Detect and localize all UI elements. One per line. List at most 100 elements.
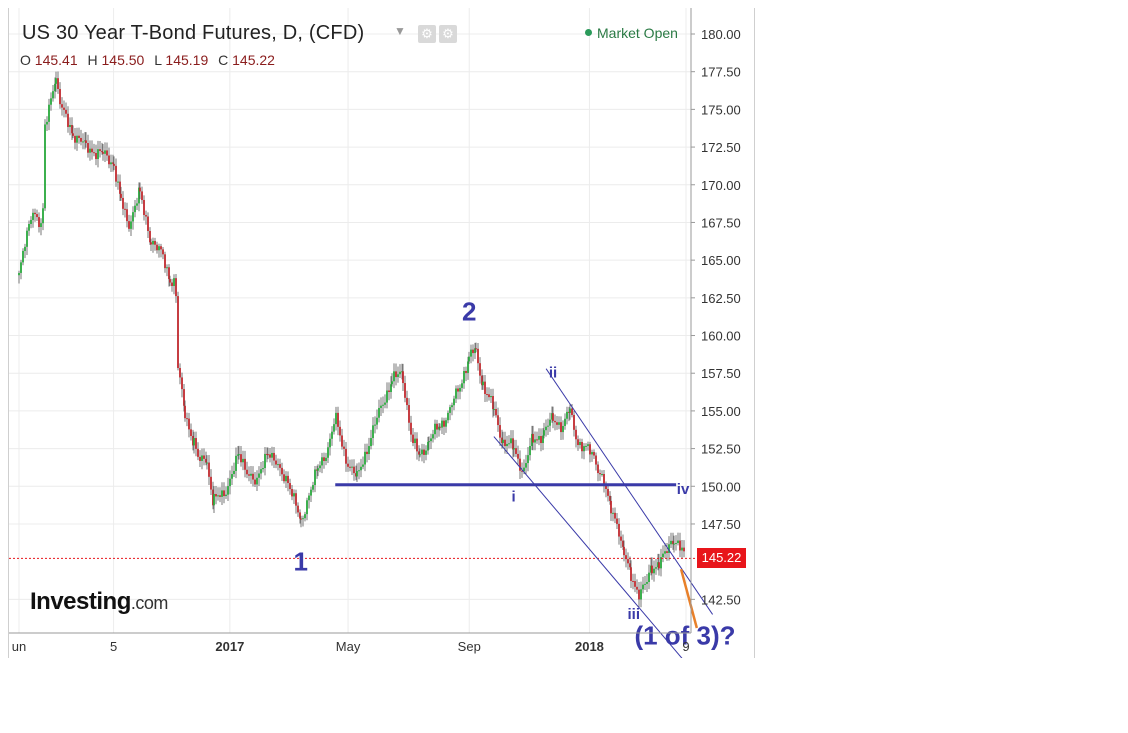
- candle-body: [683, 547, 685, 552]
- candle-body: [529, 446, 531, 456]
- candle-body: [238, 454, 240, 456]
- candle-body: [536, 439, 538, 441]
- candle-body: [525, 463, 527, 468]
- candle-body: [358, 470, 360, 472]
- candle-body: [252, 473, 254, 480]
- candle-body: [169, 279, 171, 283]
- candle-body: [644, 583, 646, 585]
- market-status-text: Market Open: [597, 25, 678, 41]
- candle-body: [449, 407, 451, 413]
- candle-body: [273, 452, 275, 461]
- chart-options-icon[interactable]: ⚙: [439, 25, 457, 43]
- candle-body: [614, 512, 616, 519]
- candle-body: [143, 200, 145, 216]
- candle-body: [658, 562, 660, 569]
- candle-body: [256, 477, 258, 485]
- candle-body: [80, 137, 82, 142]
- candle-body: [128, 221, 130, 229]
- candle-body: [607, 489, 609, 496]
- candle-body: [138, 187, 140, 204]
- candle-body: [91, 148, 93, 153]
- candle-body: [640, 589, 642, 600]
- candle-body: [457, 388, 459, 392]
- candle-body: [540, 436, 542, 444]
- wave-label: 1: [294, 547, 308, 577]
- candle-body: [366, 451, 368, 455]
- candle-body: [44, 124, 46, 209]
- y-tick-label: 167.50: [701, 215, 741, 230]
- candle-body: [231, 474, 233, 479]
- candle-body: [173, 278, 175, 286]
- channel-line: [545, 368, 714, 615]
- market-status: Market Open: [585, 25, 678, 41]
- candle-body: [78, 135, 80, 138]
- candle-body: [378, 407, 380, 418]
- candle-body: [599, 473, 601, 475]
- candle-body: [441, 420, 443, 428]
- candle-body: [152, 240, 154, 245]
- investing-logo: Investing.com: [30, 588, 168, 616]
- candle-body: [319, 465, 321, 469]
- candle-body: [634, 581, 636, 587]
- candle-body: [461, 383, 463, 388]
- candle-body: [360, 466, 362, 471]
- candle-body: [650, 565, 652, 573]
- chart-settings-icon[interactable]: ⚙: [418, 25, 436, 43]
- candle-body: [612, 512, 614, 514]
- candle-body: [141, 191, 143, 201]
- candle-body: [283, 474, 285, 482]
- candle-body: [108, 155, 110, 165]
- candle-body: [508, 443, 510, 445]
- wave-label: ii: [549, 365, 557, 382]
- candle-body: [382, 404, 384, 406]
- candle-body: [221, 490, 223, 497]
- candle-body: [97, 149, 99, 160]
- candle-body: [632, 580, 634, 582]
- candle-body: [160, 246, 162, 250]
- candle-body: [497, 415, 499, 426]
- candle-body: [372, 425, 374, 439]
- x-tick-label: 2018: [575, 639, 604, 654]
- candle-body: [69, 125, 71, 127]
- candle-body: [186, 418, 188, 420]
- candle-body: [625, 555, 627, 560]
- candle-body: [677, 540, 679, 544]
- candle-body: [573, 414, 575, 430]
- candle-body: [616, 518, 618, 524]
- ohlc-open-value: 145.41: [34, 52, 78, 68]
- chart-panel[interactable]: 1 2 i ii iii iv (1 of 3)? 180.00 177.50 175.00 17…: [8, 8, 755, 658]
- candle-body: [351, 466, 353, 468]
- candle-body: [506, 443, 508, 447]
- candle-body: [327, 447, 329, 458]
- candle-body: [391, 381, 393, 385]
- ohlc-low-key: L: [154, 52, 162, 68]
- candle-body: [237, 454, 239, 456]
- candle-body: [579, 441, 581, 446]
- ohlc-close-key: C: [218, 52, 229, 68]
- candle-body: [601, 473, 603, 475]
- y-tick-label: 170.00: [701, 178, 741, 193]
- candle-body: [412, 434, 414, 443]
- candle-body: [130, 221, 132, 229]
- symbol-dropdown-icon[interactable]: ▼: [394, 24, 406, 38]
- candle-body: [504, 439, 506, 447]
- candle-body: [95, 152, 97, 160]
- wave-label: iii: [628, 606, 641, 623]
- candle-body: [404, 383, 406, 398]
- candle-body: [310, 489, 312, 496]
- candle-body: [425, 450, 427, 455]
- candle-body: [162, 249, 164, 255]
- candle-body: [67, 113, 69, 127]
- candle-body: [323, 457, 325, 461]
- candle-body: [212, 489, 214, 506]
- y-tick-label: 175.00: [701, 102, 741, 117]
- candle-body: [210, 476, 212, 490]
- candle-body: [264, 453, 266, 469]
- candle-body: [314, 469, 316, 486]
- candle-body: [356, 471, 358, 477]
- candle-body: [32, 212, 34, 220]
- candle-body: [279, 464, 281, 468]
- candle-body: [316, 469, 318, 471]
- candle-body: [445, 420, 447, 427]
